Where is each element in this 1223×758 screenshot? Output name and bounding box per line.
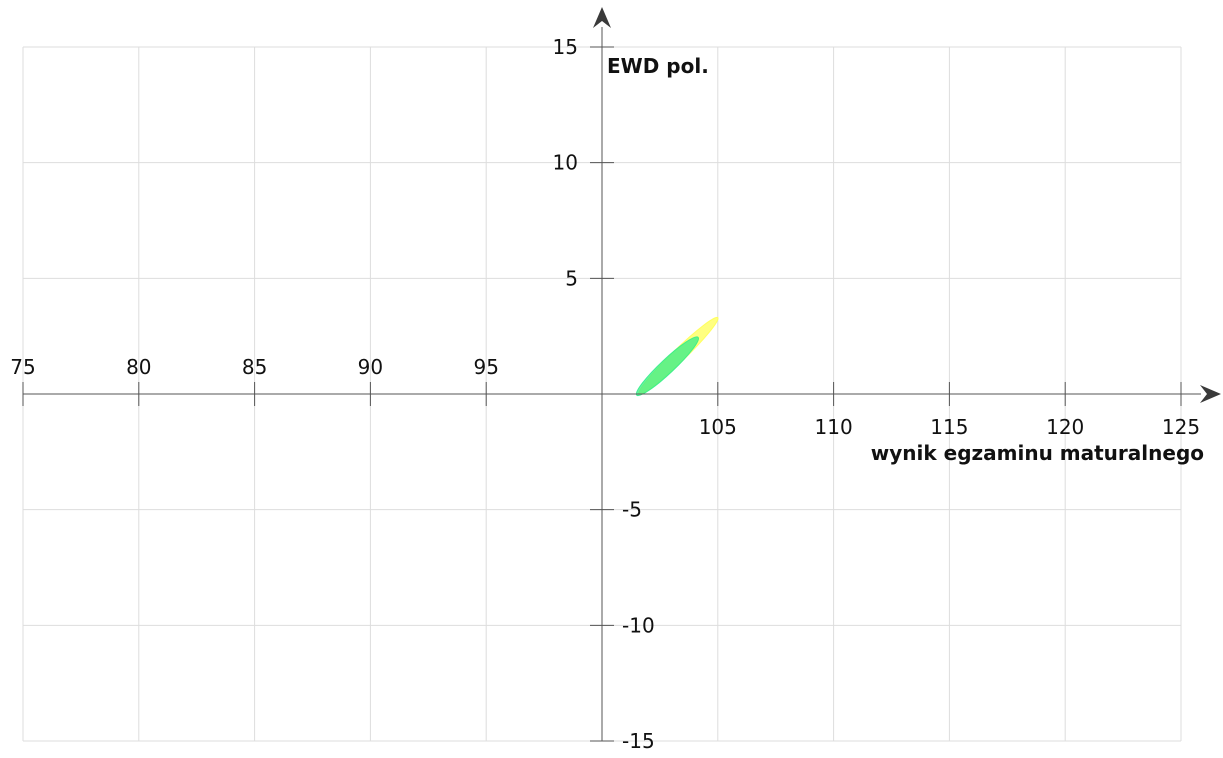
x-tick-label: 110 [815,415,853,439]
x-axis-title: wynik egzaminu maturalnego [871,441,1204,465]
y-tick-label: -15 [622,729,655,753]
y-tick-label: 10 [553,151,578,175]
y-axis-title: EWD pol. [607,54,709,78]
axes [22,7,1221,742]
x-tick-label: 120 [1046,415,1084,439]
x-axis-arrow [1200,385,1221,403]
y-tick-label: 15 [553,35,578,59]
x-tick-label: 75 [10,355,35,379]
x-tick-label: 95 [473,355,498,379]
x-tick-label: 85 [242,355,267,379]
x-tick-label: 125 [1162,415,1200,439]
y-tick-label: -10 [622,613,655,637]
x-tick-label: 80 [126,355,151,379]
ellipses [635,316,719,397]
confidence-ellipse-2 [635,336,699,397]
y-axis-arrow [593,7,611,28]
y-tick-label: -5 [622,498,642,522]
x-tick-label: 105 [699,415,737,439]
y-tick-label: 5 [565,266,578,290]
x-tick-label: 90 [358,355,383,379]
x-tick-label: 115 [930,415,968,439]
